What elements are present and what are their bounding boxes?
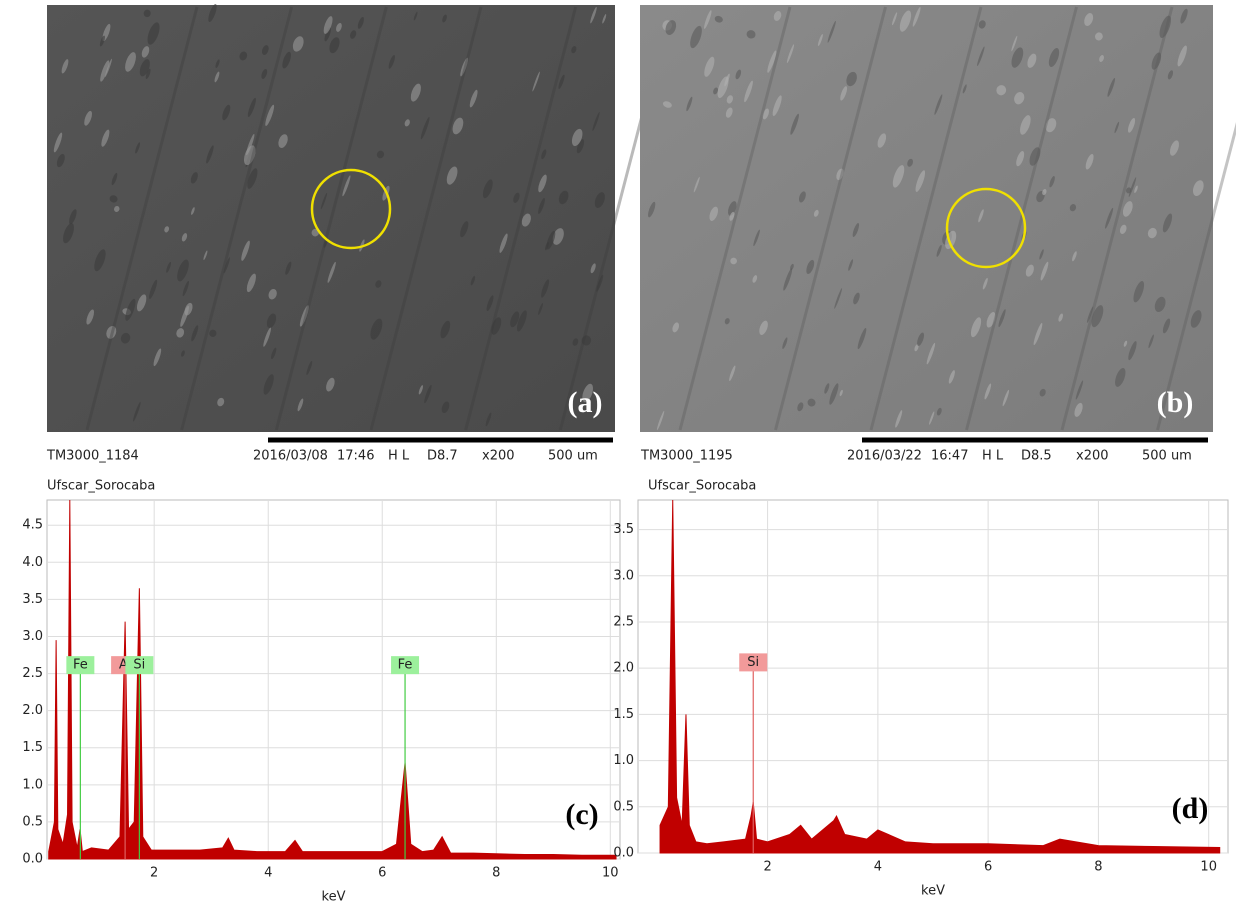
image-info: D8.7 [427,449,458,464]
y-tick-label: 2.5 [613,614,634,629]
x-tick-label: 8 [492,866,500,881]
plot-area [47,500,620,859]
y-tick-label: 3.0 [613,568,634,583]
y-tick-label: 0.0 [22,852,43,867]
image-info: x200 [482,449,515,464]
image-info: 2016/03/08 [253,449,328,464]
y-tick-label: 4.0 [22,555,43,570]
image-info: 500 um [548,449,598,464]
y-tick-label: 4.5 [22,518,43,533]
page: (a) (b) TM3000_1184 TM3000_1195 2016/03/… [0,0,1236,913]
image-info: 2016/03/22 [847,449,922,464]
figure: (a) (b) TM3000_1184 TM3000_1195 2016/03/… [0,0,1236,909]
image-info: 500 um [1142,449,1192,464]
element-label: Si [133,658,145,673]
image-info: 16:47 [931,449,968,464]
image-info: 17:46 [337,449,374,464]
x-tick-label: 10 [1200,860,1217,875]
x-tick-label: 2 [763,860,771,875]
panel-label: (c) [565,798,598,831]
chart-title: Ufscar_Sorocaba [47,479,155,494]
image-info: D8.5 [1021,449,1052,464]
y-tick-label: 1.0 [613,753,634,768]
y-tick-label: 0.5 [22,814,43,829]
element-label: Si [747,655,759,670]
image-info: H L [388,449,410,464]
element-label: Fe [73,658,88,673]
element-label: Fe [398,658,413,673]
y-tick-label: 3.0 [22,629,43,644]
x-tick-label: 6 [378,866,386,881]
y-tick-label: 1.5 [22,740,43,755]
x-tick-label: 2 [150,866,158,881]
plot-area [638,500,1228,853]
x-tick-label: 4 [264,866,272,881]
x-tick-label: 4 [874,860,882,875]
y-tick-label: 1.5 [613,707,634,722]
image-id: TM3000_1195 [640,449,733,464]
y-tick-label: 3.5 [613,522,634,537]
image-label: (a) [568,386,603,419]
sem-image-b: (b) [640,5,1236,432]
x-axis-label: keV [921,884,945,899]
y-tick-label: 3.5 [22,592,43,607]
image-info: H L [982,449,1004,464]
y-tick-label: 2.0 [613,661,634,676]
y-tick-label: 0.0 [613,846,634,861]
y-tick-label: 1.0 [22,777,43,792]
y-tick-label: 2.0 [22,703,43,718]
y-tick-label: 0.5 [613,799,634,814]
x-tick-label: 6 [984,860,992,875]
image-label: (b) [1157,386,1194,419]
x-tick-label: 10 [602,866,619,881]
sem-image-a: (a) [47,3,670,432]
y-tick-label: 2.5 [22,666,43,681]
x-axis-label: keV [322,890,346,905]
x-tick-label: 8 [1094,860,1102,875]
image-info: x200 [1076,449,1109,464]
image-id: TM3000_1184 [46,449,139,464]
chart-title: Ufscar_Sorocaba [648,479,756,494]
panel-label: (d) [1172,792,1209,825]
